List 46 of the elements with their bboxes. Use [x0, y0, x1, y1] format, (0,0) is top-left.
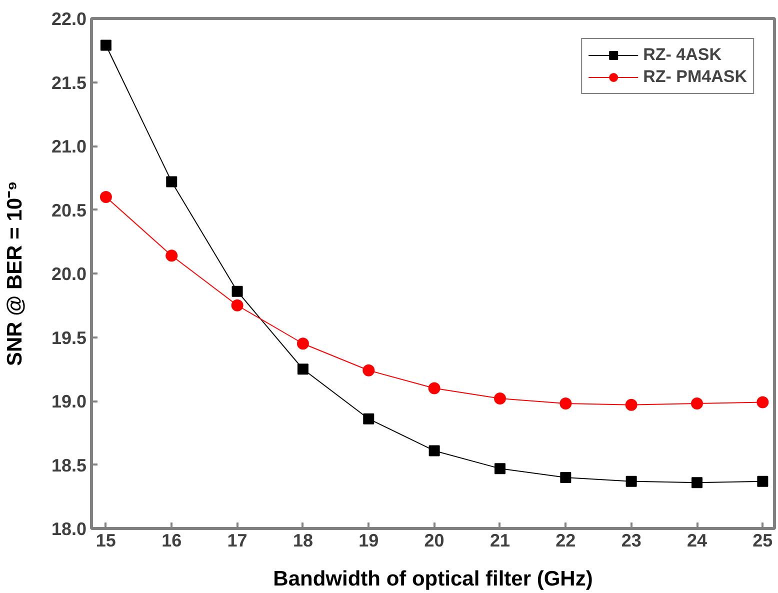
- y-tick-label: 19.5: [51, 328, 87, 348]
- x-tick-label: 18: [292, 530, 313, 550]
- point: [625, 398, 638, 411]
- x-tick-label: 25: [752, 530, 773, 550]
- point: [428, 445, 440, 456]
- x-tick-label: 17: [227, 530, 248, 550]
- point: [166, 176, 178, 188]
- point: [232, 286, 243, 297]
- point: [100, 40, 112, 51]
- point: [231, 299, 244, 312]
- point: [494, 392, 506, 404]
- point: [166, 250, 178, 262]
- x-tick-label: 22: [556, 530, 576, 550]
- y-tick-label: 20.5: [51, 200, 87, 220]
- y-tick-label: 18.5: [51, 455, 87, 476]
- y-tick-label: 18.0: [51, 519, 87, 539]
- point: [297, 364, 308, 375]
- y-tick-label: 21.0: [51, 136, 87, 156]
- x-tick-label: 23: [621, 530, 642, 550]
- point: [626, 476, 637, 487]
- y-tick-label: 19.0: [51, 392, 87, 412]
- y-tick-label: 21.5: [51, 72, 87, 93]
- point: [691, 398, 704, 410]
- point: [692, 477, 703, 488]
- y-tick-label: 20.0: [51, 264, 87, 284]
- legend-label: RZ- 4ASK: [643, 45, 722, 65]
- point: [363, 413, 374, 424]
- x-tick-label: 16: [162, 530, 182, 550]
- point: [362, 364, 375, 376]
- y-tick-label: 22.0: [51, 9, 87, 29]
- point: [296, 338, 309, 350]
- point: [494, 463, 506, 474]
- point: [756, 396, 769, 408]
- point: [560, 398, 572, 410]
- x-tick-label: 21: [490, 530, 510, 550]
- x-tick-label: 19: [358, 530, 379, 550]
- point: [428, 382, 440, 394]
- x-tick-label: 20: [424, 530, 444, 550]
- point: [757, 476, 768, 487]
- legend-label: RZ- PM4ASK: [643, 67, 747, 87]
- x-tick-label: 24: [686, 530, 708, 550]
- point: [560, 472, 572, 483]
- x-axis-title: Bandwidth of optical filter (GHz): [273, 568, 593, 590]
- y-axis-title: SNR @ BER = 10⁻⁹: [3, 180, 26, 366]
- x-tick-label: 15: [96, 530, 116, 550]
- point: [100, 191, 112, 203]
